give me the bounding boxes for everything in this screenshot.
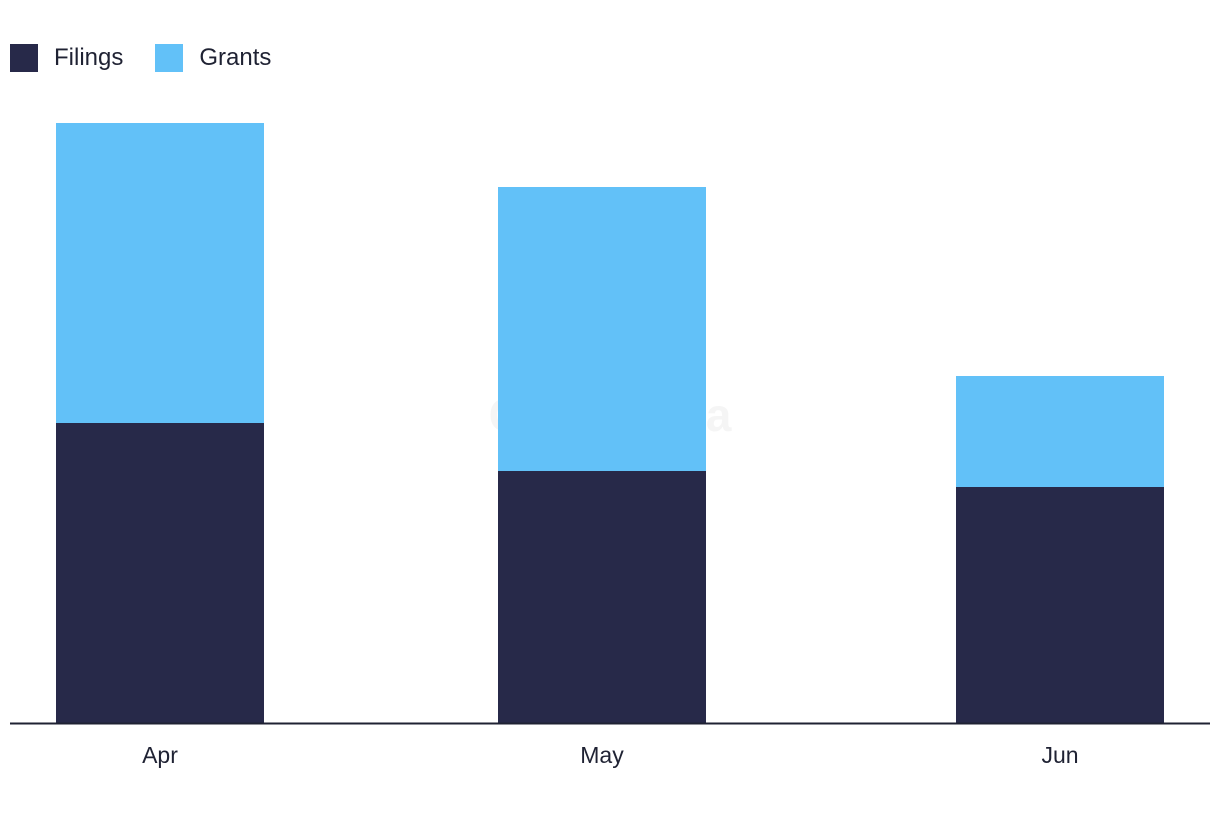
x-tick-label-apr: Apr [142,742,178,768]
legend-label-filings: Filings [54,44,124,71]
bar-filings-may [498,471,706,723]
bar-filings-apr [56,423,264,723]
legend-swatch-filings [10,44,38,72]
legend-item-filings: Filings [10,44,123,72]
bars-group [56,123,1164,723]
legend-item-grants: Grants [155,44,271,72]
chart-legend: Filings Grants [10,40,303,76]
bar-grants-apr [56,123,264,423]
bar-grants-jun [956,376,1164,487]
bar-grants-may [498,187,706,471]
legend-label-grants: Grants [199,44,272,71]
x-tick-label-may: May [580,742,624,768]
legend-swatch-grants [155,44,184,72]
bar-filings-jun [956,487,1164,723]
x-tick-label-jun: Jun [1041,742,1078,768]
x-tick-labels: Apr May Jun [142,742,1078,768]
